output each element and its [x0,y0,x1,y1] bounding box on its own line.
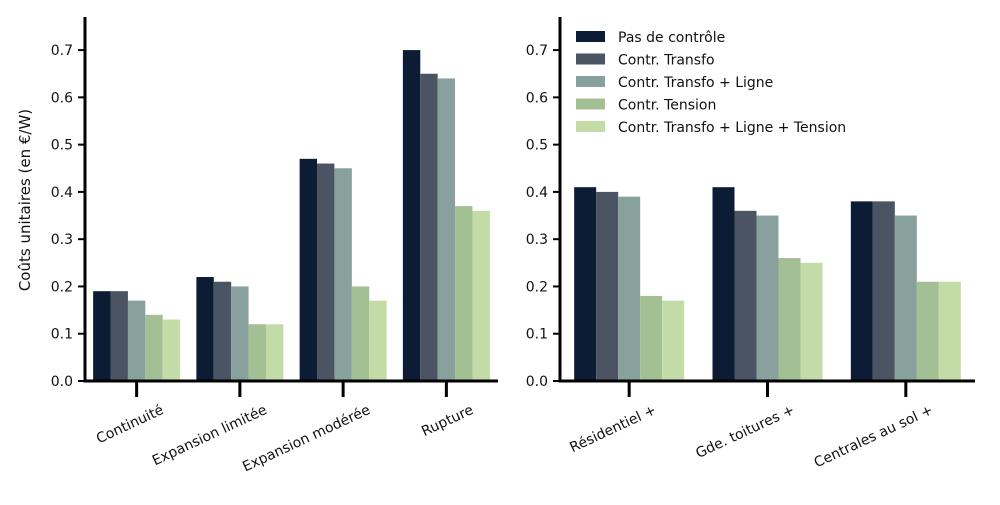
bar-p1-3-4 [351,286,370,381]
y-tick-label-2-5: 0.5 [526,138,548,154]
bar-p1-2-1 [196,277,214,381]
x-tick-label-1-4: Rupture [419,402,476,440]
bar-p1-2-3 [231,286,249,381]
bar-p2-3-4 [916,281,939,381]
y-tick-label-1-1: 0.1 [51,327,73,343]
bar-p2-2-4 [778,258,801,381]
y-tick-label-2-1: 0.1 [526,327,548,343]
x-tick-label-2-2: Gde. toitures + [693,402,797,462]
bar-p1-2-5 [265,324,284,381]
bar-p2-2-5 [800,262,823,381]
bar-p1-3-1 [299,158,318,381]
y-tick-label-2-7: 0.7 [526,43,548,59]
bar-p2-1-3 [618,196,641,381]
bar-p1-4-3 [437,78,456,381]
bar-p2-1-2 [596,191,619,381]
bar-p1-1-1 [93,291,111,381]
y-axis-title: Coûts unitaires (en €/W) [16,109,34,291]
y-tick-label-2-2: 0.2 [526,279,548,295]
bar-p1-2-2 [213,281,232,381]
legend-label-4: Contr. Tension [618,98,716,114]
bar-p2-1-5 [662,300,685,381]
y-tick-label-1-6: 0.6 [51,90,73,106]
bar-p1-1-5 [162,319,181,381]
x-tick-label-2-3: Centrales au sol + [812,402,936,471]
y-tick-label-2-6: 0.6 [526,90,548,106]
bar-p1-3-5 [369,300,387,381]
legend-label-3: Contr. Transfo + Ligne [618,75,773,91]
legend-swatch-4 [576,98,605,110]
y-tick-label-1-0: 0.0 [51,374,73,390]
legend-swatch-1 [576,31,605,42]
bar-p2-2-3 [756,215,779,381]
bar-p1-1-2 [110,291,128,381]
y-tick-label-2-0: 0.0 [526,374,548,390]
bar-p1-4-2 [420,73,438,381]
bar-p1-4-4 [455,206,473,381]
legend-label-5: Contr. Transfo + Ligne + Tension [618,120,846,136]
y-tick-label-1-4: 0.4 [51,185,73,201]
bar-p1-1-4 [145,314,163,381]
x-tick-label-2-1: Résidentiel + [567,402,658,456]
bar-p1-2-4 [248,324,266,381]
bar-p2-2-2 [734,210,757,381]
y-tick-label-2-3: 0.3 [526,232,548,248]
x-tick-label-1-1: Continuité [94,402,166,447]
y-tick-label-1-3: 0.3 [51,232,73,248]
bar-p2-3-5 [938,281,961,381]
y-tick-label-1-2: 0.2 [51,279,73,295]
y-tick-label-1-7: 0.7 [51,43,73,59]
legend-swatch-3 [576,76,605,87]
bar-p2-3-1 [850,201,873,381]
legend-label-2: Contr. Transfo [618,53,715,69]
legend-swatch-2 [576,53,605,65]
legend-swatch-5 [576,121,605,132]
bar-p2-2-1 [712,187,735,381]
legend-label-1: Pas de contrôle [618,30,725,46]
y-tick-label-2-4: 0.4 [526,185,548,201]
y-tick-label-1-5: 0.5 [51,138,73,154]
bar-p2-1-1 [574,187,597,381]
bar-p2-3-2 [872,201,895,381]
bar-p2-1-4 [640,295,663,381]
bar-p2-3-3 [894,215,917,381]
bar-p1-4-1 [402,50,421,382]
bar-p1-3-3 [334,168,352,381]
bar-p1-3-2 [317,163,335,381]
bar-p1-4-5 [472,210,490,381]
bar-p1-1-3 [127,300,146,381]
